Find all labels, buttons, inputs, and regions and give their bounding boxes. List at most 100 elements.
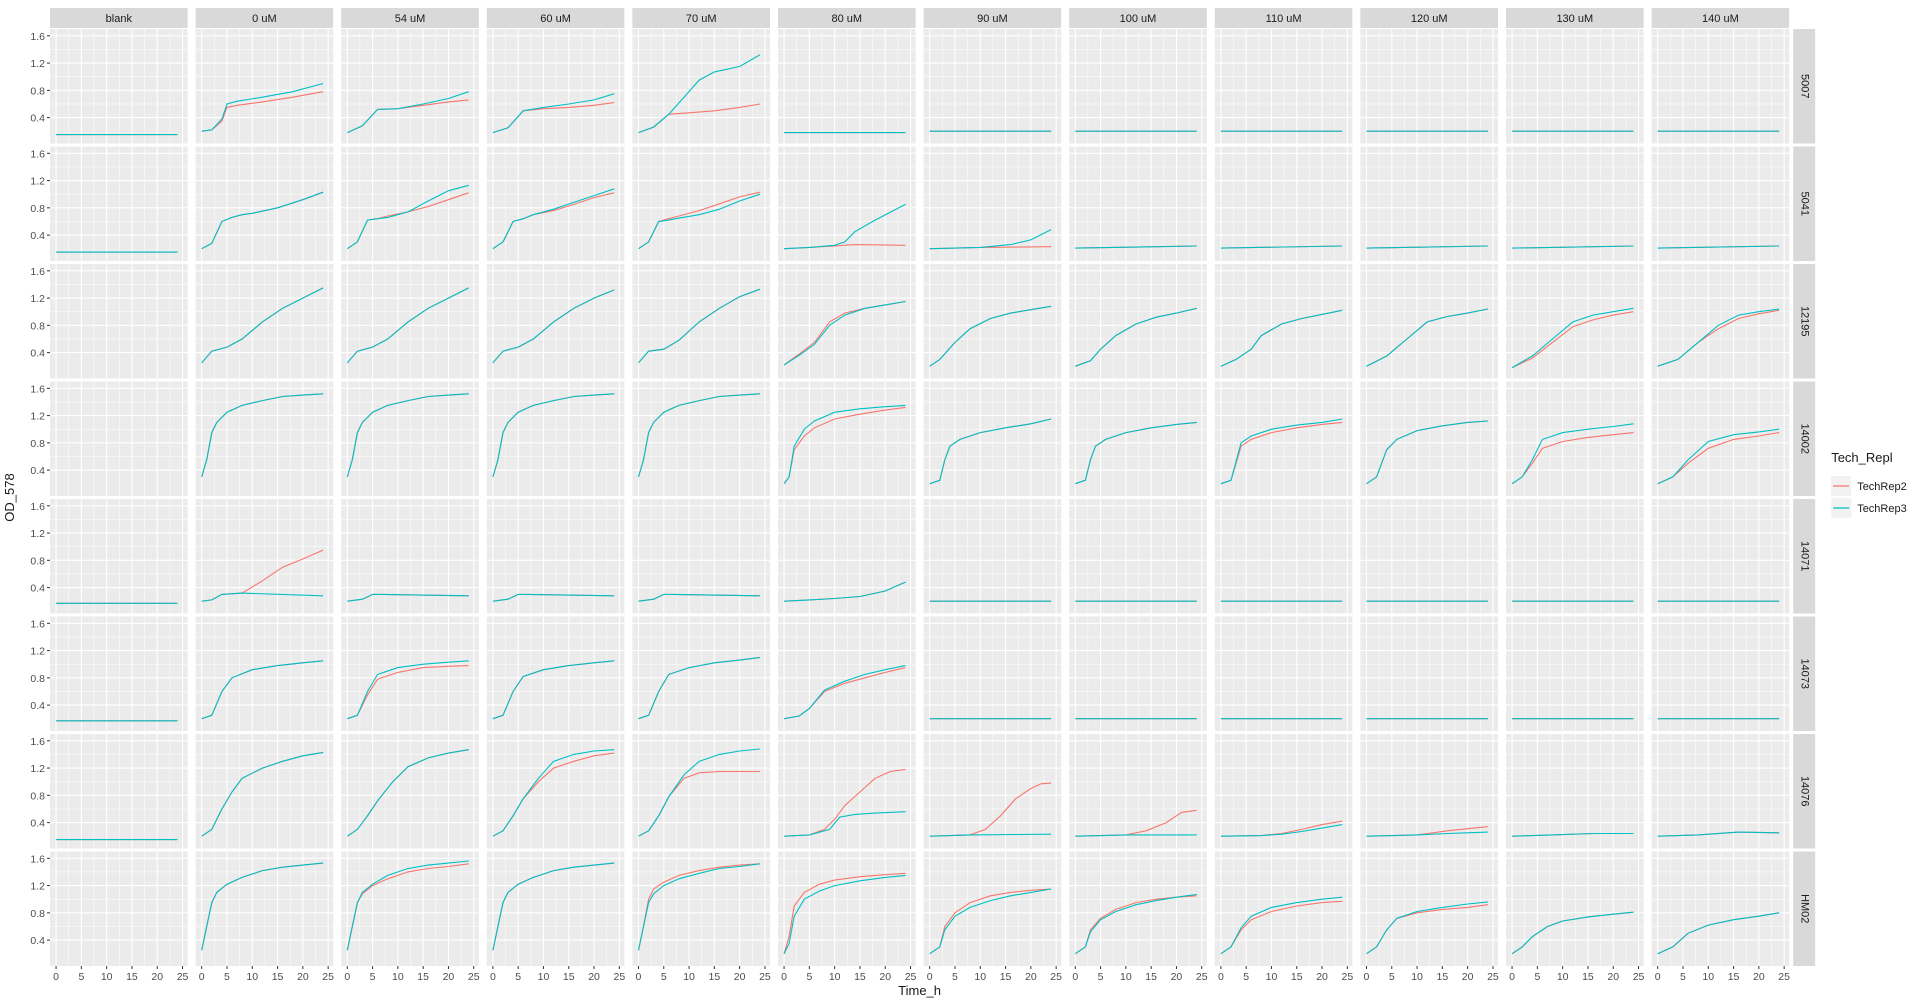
series-line-TechRep3 [1075,834,1197,837]
facet-panel [1360,851,1498,966]
x-tick-label: 25 [759,971,771,983]
panel-background [632,29,770,144]
y-tick-label: 1.6 [30,383,45,395]
x-tick-label: 20 [1025,971,1037,983]
panel-background [50,29,188,144]
x-tick-label: 25 [468,971,480,983]
y-tick-label: 0.4 [30,935,45,947]
y-axis-title: OD_578 [2,473,17,521]
row-strip [1793,264,1816,379]
x-tick-label: 10 [392,971,404,983]
facet-panel [1069,616,1207,731]
series-line-TechRep3 [1220,824,1343,837]
panel-background [50,616,188,731]
facet-panel [923,29,1062,144]
x-tick-label: 20 [1462,971,1474,983]
col-strip-label: 80 uM [832,13,863,25]
series-line-TechRep3 [783,300,906,366]
facet-panel [778,616,916,731]
series-line-TechRep3 [783,874,906,954]
facet-panel [1360,146,1498,261]
legend-label: TechRep3 [1857,503,1907,515]
y-tick-label: 0.8 [30,203,45,215]
x-tick-label: 0 [199,971,205,983]
col-strip-label: blank [106,13,133,25]
facet-panel [341,29,479,144]
facet-panel [195,616,334,731]
panel-background [632,734,770,849]
series-line-TechRep2 [783,872,906,954]
panel-background [778,734,916,849]
x-tick-label: 15 [272,971,284,983]
y-tick-label: 1.6 [30,618,45,630]
series-line-TechRep3 [1220,418,1343,485]
facet-panel [1069,851,1207,966]
row-strip [1793,499,1816,614]
x-tick-label: 5 [1098,971,1104,983]
panel-background [1506,146,1644,261]
facet-panel [1214,146,1353,261]
panel-background [1506,381,1644,496]
series-line-TechRep3 [929,833,1052,837]
facet-panel [1214,616,1353,731]
panel-background [341,616,479,731]
facet-panel [1506,616,1644,731]
facet-panel [923,851,1062,966]
x-tick-label: 15 [1291,971,1303,983]
col-strip-label: 60 uM [540,13,571,25]
y-tick-label: 1.2 [30,293,45,305]
series-line-TechRep3 [492,289,615,364]
x-tick-label: 0 [636,971,642,983]
facet-panel [923,616,1062,731]
facet-panel [1214,851,1353,966]
panel-background [632,851,770,966]
x-tick-label: 20 [1171,971,1183,983]
facet-panel [1214,264,1353,379]
facet-panel [923,264,1062,379]
series-line-TechRep3 [1075,245,1197,249]
series-line-TechRep3 [201,393,324,478]
panel-background [1651,851,1790,966]
facet-panel [486,734,625,849]
col-strip-label: 0 uM [252,13,276,25]
panel-background [1214,146,1353,261]
series-line-TechRep3 [1512,245,1634,249]
facet-panel [486,146,625,261]
facet-panel [1360,499,1498,614]
panel-background [778,146,916,261]
x-tick-label: 10 [1120,971,1132,983]
panel-background [1360,29,1498,144]
x-tick-label: 5 [1389,971,1395,983]
panel-background [1506,734,1644,849]
facet-panel [923,734,1062,849]
facet-panel [486,499,625,614]
facet-panel [1651,29,1790,144]
panel-background [923,264,1062,379]
facet-panel [1651,146,1790,261]
y-tick-label: 0.8 [30,438,45,450]
facet-panel [486,851,625,966]
col-strip [1360,8,1498,28]
y-tick-label: 1.6 [30,501,45,513]
row-strip [1793,381,1816,496]
x-tick-label: 10 [101,971,113,983]
series-line-TechRep3 [929,418,1052,485]
series-line-TechRep3 [1220,245,1343,249]
panel-background [1651,264,1790,379]
panel-background [632,616,770,731]
facet-panel [1506,146,1644,261]
row-strip-label: 14076 [1798,776,1810,807]
row-strip [1793,146,1816,261]
panel-background [1069,29,1207,144]
x-tick-label: 5 [515,971,521,983]
x-tick-label: 5 [1534,971,1540,983]
series-line-TechRep3 [201,287,324,364]
x-tick-label: 15 [1728,971,1740,983]
y-tick-label: 1.6 [30,853,45,865]
x-tick-label: 20 [1316,971,1328,983]
x-tick-label: 0 [53,971,59,983]
series-line-TechRep3 [784,665,906,720]
facet-panel [632,29,770,144]
panel-background [778,499,916,614]
col-strip [1069,8,1207,28]
